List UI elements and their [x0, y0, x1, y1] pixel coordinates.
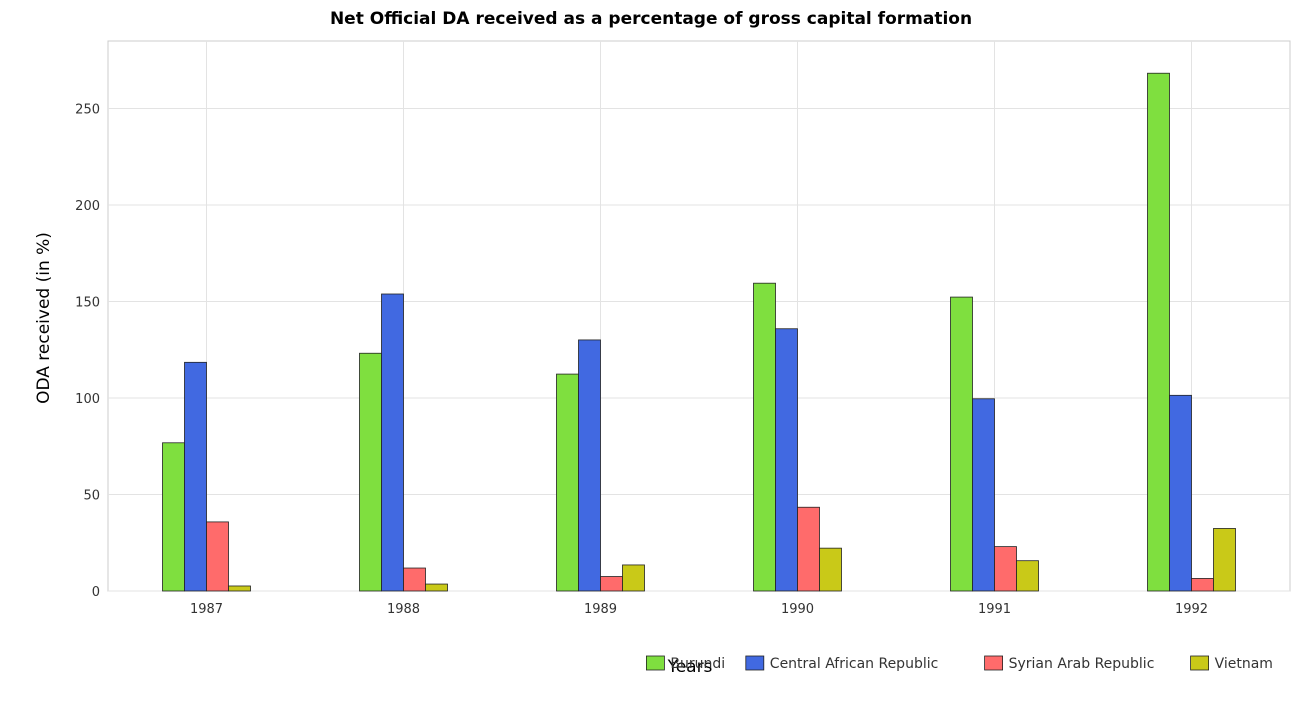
y-tick-label: 0 — [92, 585, 100, 600]
legend-swatch-burundi — [646, 655, 665, 671]
bar-central-african-republic-1989 — [578, 339, 601, 592]
axes: 0 50 100 150 200 250 1987 1988 1989 1990 1991 1992 — [75, 103, 1208, 617]
bar-burundi-1992 — [1147, 72, 1170, 592]
bar-central-african-republic-1988 — [381, 293, 404, 592]
bar-vietnam-1988 — [425, 583, 448, 592]
legend: Burundi Central African Republic Syrian Ar… — [646, 655, 1273, 672]
grid-lines — [107, 40, 1291, 592]
bar-syrian-arab-republic-1987 — [206, 521, 229, 592]
bar-burundi-1990 — [753, 282, 776, 592]
bar-burundi-1988 — [359, 352, 382, 592]
x-tick-label: 1992 — [1175, 602, 1208, 617]
legend-swatch-vietnam — [1190, 655, 1209, 671]
bar-syrian-arab-republic-1991 — [994, 546, 1017, 592]
bar-central-african-republic-1990 — [775, 328, 798, 592]
bars — [162, 72, 1236, 592]
bar-syrian-arab-republic-1990 — [797, 506, 820, 592]
x-tick-label: 1987 — [190, 602, 223, 617]
x-tick-label: 1989 — [584, 602, 617, 617]
bar-vietnam-1992 — [1213, 528, 1236, 592]
legend-label-burundi: Burundi — [670, 656, 725, 672]
y-tick-label: 150 — [75, 296, 100, 311]
bar-central-african-republic-1991 — [972, 398, 995, 592]
bar-central-african-republic-1987 — [184, 361, 207, 592]
plot-frame — [107, 40, 1291, 592]
y-axis-label: ODA received (in %) — [34, 232, 54, 404]
legend-swatch-syrian-arab-republic — [984, 655, 1003, 671]
bar-vietnam-1987 — [228, 585, 251, 592]
legend-label-central-african-republic: Central African Republic — [770, 656, 939, 672]
bar-syrian-arab-republic-1989 — [600, 576, 623, 592]
y-tick-label: 50 — [83, 489, 100, 504]
bar-syrian-arab-republic-1992 — [1191, 578, 1214, 592]
chart-title: Net Official DA received as a percentage… — [330, 9, 972, 29]
bar-burundi-1989 — [556, 373, 579, 592]
x-tick-label: 1991 — [978, 602, 1011, 617]
legend-label-vietnam: Vietnam — [1215, 656, 1273, 672]
legend-label-syrian-arab-republic: Syrian Arab Republic — [1009, 656, 1155, 672]
x-tick-label: 1990 — [781, 602, 814, 617]
bar-syrian-arab-republic-1988 — [403, 567, 426, 592]
legend-swatch-central-african-republic — [745, 655, 765, 671]
bar-central-african-republic-1992 — [1169, 394, 1192, 592]
y-tick-label: 200 — [75, 199, 100, 214]
bar-vietnam-1990 — [819, 547, 842, 592]
bar-vietnam-1991 — [1016, 560, 1039, 592]
y-tick-label: 100 — [75, 392, 100, 407]
bar-vietnam-1989 — [622, 564, 645, 592]
x-tick-label: 1988 — [387, 602, 420, 617]
y-tick-label: 250 — [75, 103, 100, 118]
bar-burundi-1987 — [162, 442, 185, 592]
bar-burundi-1991 — [950, 296, 973, 592]
x-axis-label: Years — [667, 657, 713, 677]
